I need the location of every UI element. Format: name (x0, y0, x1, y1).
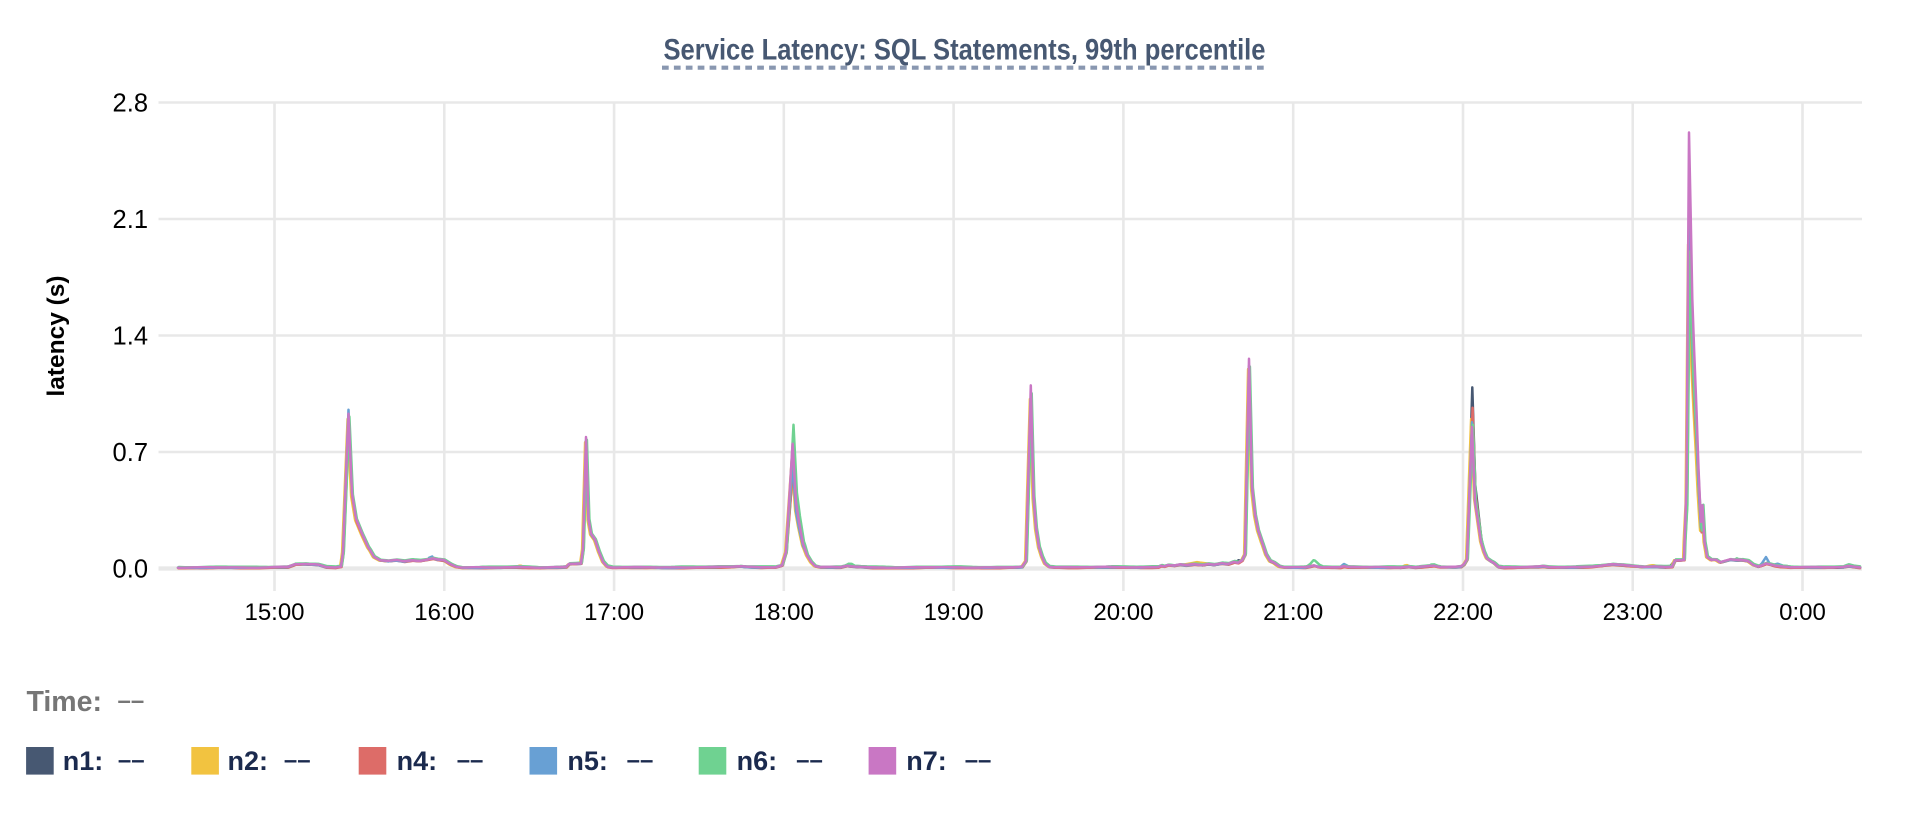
svg-text:22:00: 22:00 (1433, 599, 1493, 626)
svg-text:21:00: 21:00 (1263, 599, 1323, 626)
svg-text:16:00: 16:00 (414, 599, 474, 626)
svg-text:19:00: 19:00 (924, 599, 984, 626)
svg-text:23:00: 23:00 (1603, 599, 1663, 626)
svg-text:0.7: 0.7 (113, 439, 148, 467)
svg-text:––: –– (457, 747, 484, 774)
svg-text:n5:: n5: (567, 746, 608, 776)
svg-text:n4:: n4: (397, 746, 438, 776)
svg-text:n7:: n7: (906, 746, 947, 776)
svg-text:20:00: 20:00 (1093, 599, 1153, 626)
svg-text:––: –– (118, 747, 145, 774)
svg-text:latency (s): latency (s) (43, 275, 70, 396)
svg-text:––: –– (627, 747, 654, 774)
svg-text:17:00: 17:00 (584, 599, 644, 626)
svg-text:––: –– (118, 688, 145, 715)
svg-text:Time:: Time: (27, 686, 103, 718)
svg-text:2.8: 2.8 (113, 90, 148, 118)
svg-text:Service Latency: SQL Statement: Service Latency: SQL Statements, 99th pe… (664, 34, 1266, 67)
svg-text:n6:: n6: (737, 746, 778, 776)
svg-text:––: –– (796, 747, 823, 774)
svg-text:0.0: 0.0 (113, 556, 148, 584)
svg-text:1.4: 1.4 (113, 323, 148, 351)
svg-text:n1:: n1: (63, 746, 104, 776)
svg-text:n2:: n2: (228, 746, 269, 776)
svg-text:2.1: 2.1 (113, 206, 148, 234)
svg-text:––: –– (965, 747, 992, 774)
svg-text:15:00: 15:00 (244, 599, 304, 626)
svg-text:18:00: 18:00 (754, 599, 814, 626)
svg-text:0:00: 0:00 (1779, 599, 1826, 626)
svg-text:––: –– (284, 747, 311, 774)
